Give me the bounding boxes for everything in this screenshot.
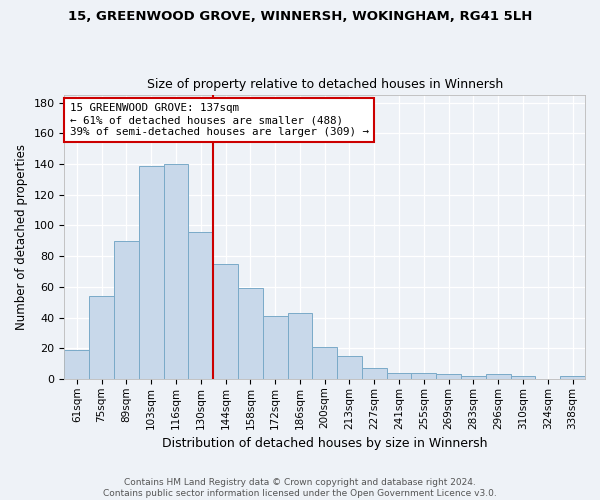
Bar bbox=[287, 313, 313, 379]
X-axis label: Distribution of detached houses by size in Winnersh: Distribution of detached houses by size … bbox=[162, 437, 487, 450]
Bar bbox=[263, 316, 287, 379]
Text: 15 GREENWOOD GROVE: 137sqm
← 61% of detached houses are smaller (488)
39% of sem: 15 GREENWOOD GROVE: 137sqm ← 61% of deta… bbox=[70, 104, 368, 136]
Bar bbox=[560, 376, 585, 379]
Bar bbox=[313, 346, 337, 379]
Bar bbox=[89, 296, 114, 379]
Bar bbox=[511, 376, 535, 379]
Bar bbox=[164, 164, 188, 379]
Text: Contains HM Land Registry data © Crown copyright and database right 2024.
Contai: Contains HM Land Registry data © Crown c… bbox=[103, 478, 497, 498]
Text: 15, GREENWOOD GROVE, WINNERSH, WOKINGHAM, RG41 5LH: 15, GREENWOOD GROVE, WINNERSH, WOKINGHAM… bbox=[68, 10, 532, 23]
Bar bbox=[386, 373, 412, 379]
Bar bbox=[436, 374, 461, 379]
Bar bbox=[139, 166, 164, 379]
Bar bbox=[486, 374, 511, 379]
Bar bbox=[461, 376, 486, 379]
Title: Size of property relative to detached houses in Winnersh: Size of property relative to detached ho… bbox=[146, 78, 503, 91]
Y-axis label: Number of detached properties: Number of detached properties bbox=[15, 144, 28, 330]
Bar bbox=[238, 288, 263, 379]
Bar bbox=[337, 356, 362, 379]
Bar bbox=[64, 350, 89, 379]
Bar bbox=[188, 232, 213, 379]
Bar bbox=[412, 373, 436, 379]
Bar bbox=[114, 241, 139, 379]
Bar bbox=[362, 368, 386, 379]
Bar bbox=[213, 264, 238, 379]
